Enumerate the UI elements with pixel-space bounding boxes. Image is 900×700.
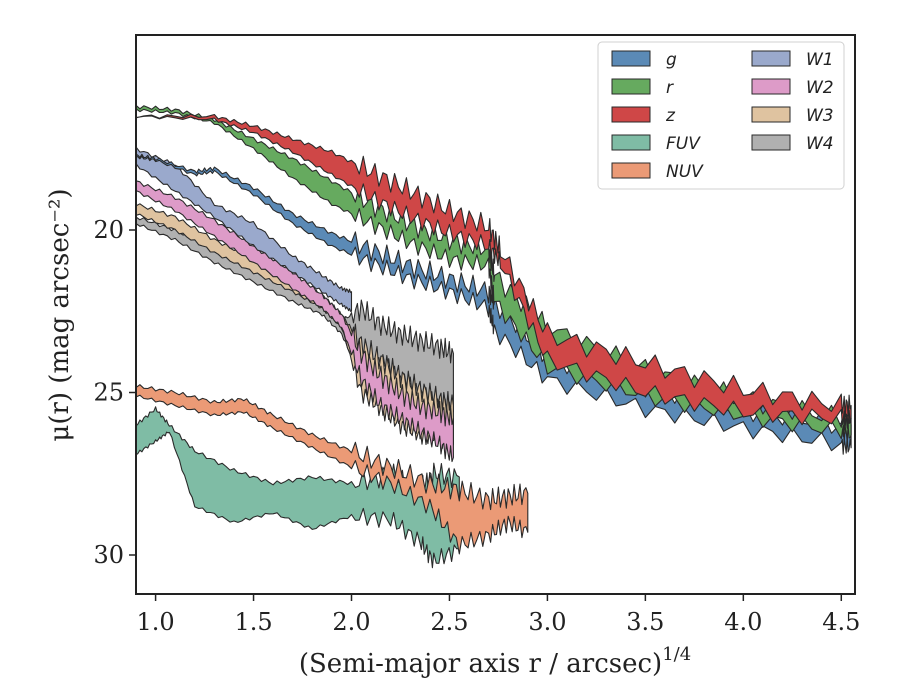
- plot-frame: [135, 34, 856, 595]
- x-axis-label-text: (Semi-major axis r / arcsec): [299, 649, 662, 679]
- legend-swatch: [751, 134, 791, 151]
- legend-entry-w4: W4: [751, 134, 834, 154]
- legend-entry-nuv: NUV: [611, 162, 704, 182]
- x-tick-label: 1.0: [137, 608, 175, 636]
- legend: grz FUV NUV W1 W2 W3 W4: [597, 41, 845, 190]
- legend-label: g: [666, 50, 677, 70]
- x-axis: 1.0 1.5 2.0 2.5 3.0 3.5 4.0 4.5: [137, 594, 860, 636]
- legend-entry-fuv: FUV: [611, 134, 701, 154]
- x-tick-label: 2.0: [332, 608, 370, 636]
- series-layer: [135, 104, 852, 569]
- y-tick-label: 30: [93, 541, 124, 569]
- series-band-z: [135, 113, 852, 428]
- legend-entry-r: r: [611, 78, 674, 98]
- legend-swatch: [751, 78, 791, 95]
- y-tick-label: 25: [93, 379, 124, 407]
- legend-label: W1: [806, 50, 834, 70]
- x-tick-label: 4.0: [724, 608, 762, 636]
- series-band-w2: [135, 180, 454, 463]
- legend-swatch: [611, 78, 651, 95]
- x-tick-label: 1.5: [234, 608, 272, 636]
- legend-swatch: [751, 106, 791, 123]
- legend-entry-z: z: [611, 106, 676, 126]
- legend-swatch: [611, 134, 651, 151]
- x-tick-label: 2.5: [430, 608, 468, 636]
- y-axis: 20 25 30: [93, 216, 136, 569]
- legend-label: W2: [806, 78, 834, 98]
- series-band-nuv: [135, 384, 529, 555]
- x-tick-label: 3.5: [626, 608, 664, 636]
- x-axis-label-exponent: 1/4: [662, 644, 691, 665]
- legend-entry-w3: W3: [751, 106, 834, 126]
- legend-swatch: [751, 50, 791, 67]
- legend-label: r: [666, 78, 674, 98]
- y-tick-label: 20: [93, 216, 124, 244]
- legend-swatch: [611, 162, 651, 179]
- series-band-w1: [135, 146, 353, 312]
- legend-swatch: [611, 50, 651, 67]
- legend-label: W4: [806, 134, 834, 154]
- legend-entry-w1: W1: [751, 50, 834, 70]
- legend-swatch: [611, 106, 651, 123]
- legend-label: W3: [806, 106, 834, 126]
- series-band-g: [135, 153, 852, 455]
- legend-label: FUV: [666, 134, 701, 154]
- y-axis-label: μ(r) (mag arcsec⁻²): [45, 188, 75, 441]
- x-axis-label: (Semi-major axis r / arcsec)1/4: [299, 644, 691, 679]
- series-band-r: [135, 104, 852, 443]
- legend-entry-w2: W2: [751, 78, 834, 98]
- legend-label: NUV: [666, 162, 704, 182]
- x-tick-label: 3.0: [528, 608, 566, 636]
- x-tick-label: 4.5: [822, 608, 860, 636]
- legend-entry-g: g: [611, 50, 677, 70]
- legend-label: z: [665, 106, 676, 126]
